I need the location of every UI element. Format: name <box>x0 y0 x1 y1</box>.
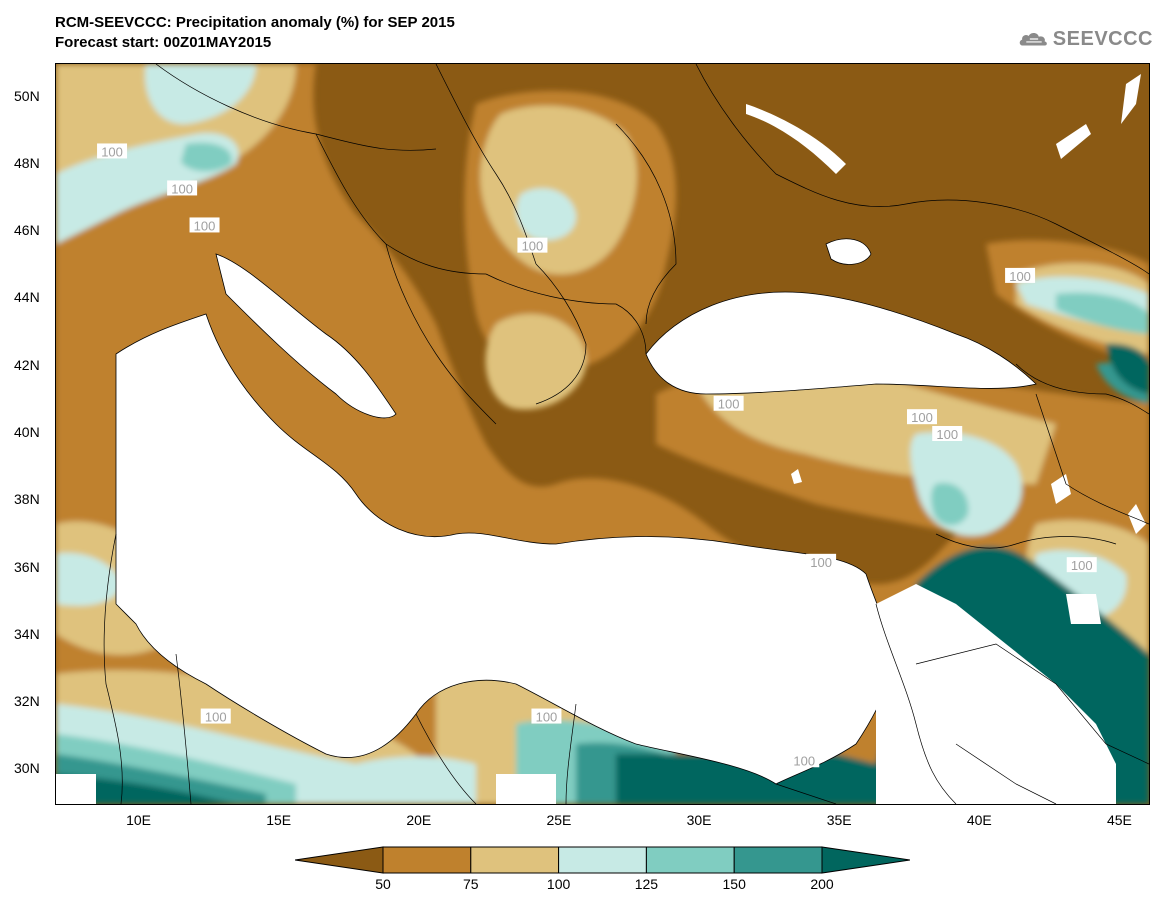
anomaly-zone-100-125 <box>145 64 256 125</box>
seevccc-logo: SEEVCCC <box>1018 22 1153 56</box>
svg-text:100: 100 <box>911 410 933 425</box>
svg-text:100: 100 <box>205 710 227 725</box>
svg-text:100: 100 <box>718 397 740 412</box>
anomaly-zone-100-125 <box>56 553 121 606</box>
lon-tick-label: 40E <box>966 812 992 828</box>
black-sea <box>645 291 1037 395</box>
lat-tick-label: 46N <box>14 222 40 239</box>
lat-tick-label: 30N <box>14 760 40 777</box>
contour-label: 100 <box>200 708 231 725</box>
lat-tick-label: 50N <box>14 87 40 104</box>
colorbar-level-label: 50 <box>375 876 391 892</box>
lon-tick-label: 25E <box>546 812 572 828</box>
contour-label: 100 <box>1005 267 1036 284</box>
lat-tick-label: 40N <box>14 424 40 440</box>
contour-label: 100 <box>531 708 562 725</box>
svg-text:100: 100 <box>194 218 216 233</box>
contour-label: 100 <box>1066 557 1097 573</box>
lat-tick-label: 42N <box>14 356 40 373</box>
colorbar-swatch <box>821 846 911 874</box>
lon-tick-label: 45E <box>1106 812 1132 828</box>
lon-tick-label: 10E <box>126 812 151 828</box>
colorbar-level-label: 75 <box>463 876 479 892</box>
anomaly-zone-above-200 <box>1106 343 1149 394</box>
colorbar-swatch <box>645 846 735 874</box>
anomaly-zone-75-100 <box>480 105 637 275</box>
colorbar-swatches <box>294 846 911 874</box>
colorbar-level-label: 150 <box>722 876 746 892</box>
svg-text:100: 100 <box>1071 558 1093 573</box>
lon-tick-label: 15E <box>266 812 292 828</box>
lon-tick-label: 35E <box>826 812 852 828</box>
contour-label: 100 <box>789 752 820 768</box>
anomaly-zone-125-150 <box>1056 292 1149 334</box>
contour-label: 100 <box>167 180 198 196</box>
svg-text:100: 100 <box>793 753 815 768</box>
lat-tick-label: 44N <box>14 289 40 306</box>
colorbar-swatch <box>558 846 647 874</box>
lat-tick-label: 36N <box>14 558 40 575</box>
contour-label: 100 <box>932 426 963 442</box>
anomaly-zone-125-150 <box>931 483 969 526</box>
svg-text:100: 100 <box>936 427 958 442</box>
colorbar-swatch <box>470 846 560 874</box>
contour-label: 100 <box>97 143 128 159</box>
colorbar-level-label: 200 <box>810 876 834 892</box>
contour-label: 100 <box>713 395 744 412</box>
lat-tick-label: 38N <box>14 491 40 508</box>
country-borders <box>103 64 1149 804</box>
svg-text:100: 100 <box>810 555 832 570</box>
anomaly-zone-100-125 <box>516 188 577 241</box>
anomaly-zone-above-200 <box>56 774 236 804</box>
anomaly-zone-75-100 <box>485 314 587 410</box>
colorbar-level-label: 125 <box>634 876 659 892</box>
svg-text:100: 100 <box>1009 269 1031 284</box>
lon-tick-label: 30E <box>686 812 712 828</box>
colorbar-level-label: 100 <box>546 876 571 892</box>
forecast-start-label: Forecast start: 00Z01MAY2015 <box>55 34 272 51</box>
svg-text:100: 100 <box>171 181 193 196</box>
svg-text:100: 100 <box>522 239 544 254</box>
colorbar-swatch <box>733 846 823 874</box>
colorbar <box>294 846 911 874</box>
map-panel: 100 100 100 100 100 100 100 100 100 100 100 100 100 <box>55 63 1150 805</box>
svg-text:100: 100 <box>536 710 558 725</box>
lat-tick-label: 32N <box>14 693 40 710</box>
map-title: RCM-SEEVCCC: Precipitation anomaly (%) f… <box>55 14 455 31</box>
no-data-areas <box>56 74 1146 804</box>
contour-label: 100 <box>189 217 220 233</box>
colorbar-swatch <box>294 846 384 874</box>
adriatic-sea <box>215 253 397 419</box>
contour-label: 100 <box>906 409 937 425</box>
logo-text: SEEVCCC <box>1052 27 1153 50</box>
svg-text:100: 100 <box>101 144 123 159</box>
lat-tick-label: 48N <box>14 154 40 171</box>
anomaly-zone-125-150 <box>181 142 232 172</box>
lat-tick-label: 34N <box>14 625 40 642</box>
contour-label: 100 <box>806 553 837 570</box>
cloud-icon <box>1019 32 1047 46</box>
colorbar-swatch <box>382 846 472 874</box>
sea-of-azov <box>825 238 872 265</box>
contour-label: 100 <box>517 237 548 254</box>
anomaly-zone-100-125 <box>356 756 476 804</box>
lon-tick-label: 20E <box>406 812 432 828</box>
